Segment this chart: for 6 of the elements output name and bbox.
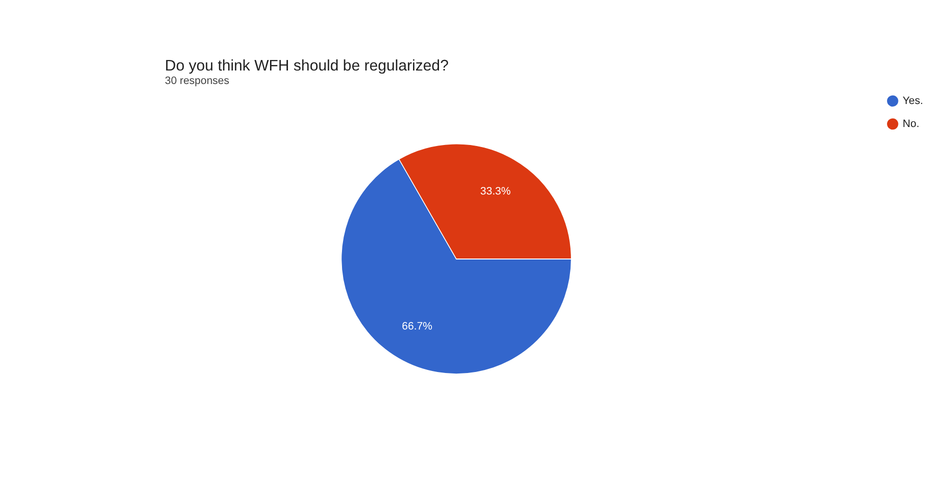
chart-title: Do you think WFH should be regularized? xyxy=(164,57,449,74)
legend-label: Yes. xyxy=(902,95,924,108)
data-label: 66.7% xyxy=(402,320,433,333)
data-label: 33.3% xyxy=(480,185,512,198)
text: 30 responses xyxy=(164,75,230,88)
legend-label: No. xyxy=(902,118,920,130)
